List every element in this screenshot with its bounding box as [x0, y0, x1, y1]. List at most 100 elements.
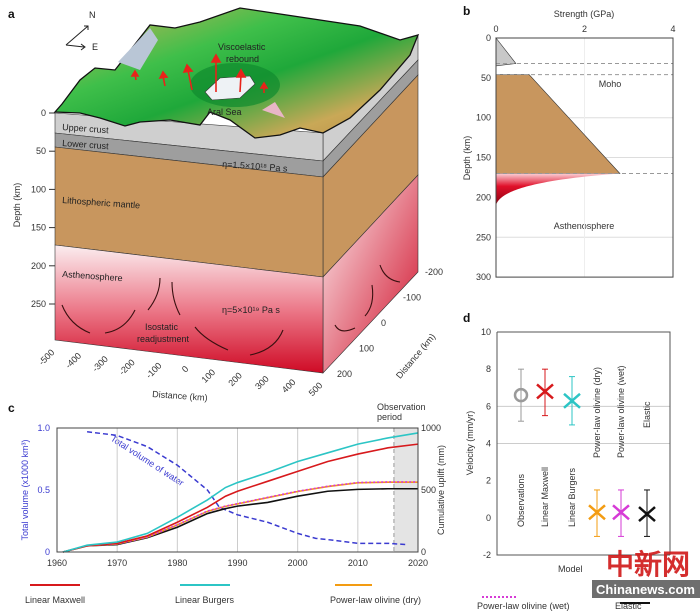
b-moho-label: Moho [599, 79, 622, 89]
b-y-tick-label: 200 [476, 192, 491, 202]
panel-c: c Observation period Total volume (x1000… [8, 401, 446, 568]
b-plot-frame [495, 37, 674, 278]
uplift-line-linear-maxwell [62, 443, 419, 553]
compass-north: N [89, 10, 96, 20]
panel-a: a N E Viscoelastic rebound Aral Sea [8, 7, 443, 403]
panel-label-a: a [8, 7, 15, 21]
distance-x-tick-label: -200 [117, 357, 137, 377]
depth-axis-label-a: Depth (km) [12, 183, 22, 228]
label-readjust-1: Isostatic [145, 322, 179, 332]
distance-x-tick-label: 500 [307, 380, 325, 398]
b-ylabel: Depth (km) [462, 136, 472, 181]
legend-label: Power-law olivine (dry) [330, 595, 421, 605]
c-y-right-tick-label: 1000 [421, 423, 441, 433]
compass-east: E [92, 42, 98, 52]
distance-x-tick-label: -500 [37, 347, 57, 367]
uplift-arrows [130, 53, 269, 93]
b-xlabel: Strength (GPa) [554, 9, 615, 19]
depth-tick-label: 100 [31, 184, 46, 194]
legend-label: Elastic [615, 601, 642, 611]
distance-y-tick-label: 100 [359, 344, 374, 354]
distance-y-tick-label: -200 [425, 267, 443, 277]
watermark-site: Chinanews.com [596, 582, 695, 597]
depth-tick-label: 150 [31, 223, 46, 233]
marker-power-law-olivine-wet- [612, 504, 630, 521]
d-y-tick-label: 0 [486, 513, 491, 523]
depth-tick-label: 0 [41, 108, 46, 118]
distance-x-tick-label: 300 [253, 374, 271, 392]
marker-linear-burgers [563, 392, 581, 409]
d-y-tick-label: 4 [486, 439, 491, 449]
watermark-chinese: 中新网 [606, 548, 690, 581]
panel-b: b Strength (GPa) Depth (km) Moho Astheno… [462, 4, 676, 282]
b-y-tick-label: 250 [476, 232, 491, 242]
asthenosphere-layer [54, 244, 324, 374]
watermark: 中新网 Chinanews.com [592, 548, 700, 598]
b-y-tick-label: 100 [476, 113, 491, 123]
label-readjust-2: readjustment [137, 334, 190, 344]
label-asthenosphere-viscosity: η=5×10¹⁹ Pa s [222, 305, 280, 315]
depth-axis-a: 0 50 100 150 200 250 [31, 108, 55, 309]
marker-linear-maxwell [536, 383, 554, 400]
c-x-tick-label: 1990 [227, 558, 247, 568]
label-rebound-2: rebound [226, 54, 259, 64]
distance-y-tick-label: 200 [337, 369, 352, 379]
compass-icon [65, 25, 89, 51]
d-xlabel: Model [558, 564, 583, 574]
aral-sea-water [204, 75, 256, 101]
category-label: Observations [516, 473, 526, 527]
d-y-tick-label: 2 [486, 476, 491, 486]
distance-x-tick-label: -100 [144, 361, 164, 381]
panel-label-c: c [8, 401, 15, 415]
panel-label-d: d [463, 311, 470, 325]
flow-arrows [61, 264, 401, 356]
label-upper-crust: Upper crust [62, 122, 110, 135]
label-crust-viscosity: η=1.5×10¹⁸ Pa s [222, 159, 288, 174]
c-ylabel-right: Cumulative uplift (mm) [436, 445, 446, 535]
mountain-peak [262, 102, 285, 118]
d-y-tick-label: 10 [481, 327, 491, 337]
c-plot-frame [56, 427, 419, 553]
distance-x-tick-label: -300 [90, 354, 110, 374]
c-y-right-tick-label: 0 [421, 547, 426, 557]
b-y-tick-label: 0 [486, 33, 491, 43]
watermark-band [592, 580, 700, 598]
marker-observations [513, 387, 529, 403]
depth-tick-label: 50 [36, 146, 46, 156]
distance-x-label-a: Distance (km) [152, 389, 208, 403]
depth-tick-label: 250 [31, 299, 46, 309]
obs-period-label-1: Observation [377, 402, 426, 412]
c-x-tick-label: 1960 [47, 558, 67, 568]
distance-x-tick-label: 100 [200, 367, 218, 385]
water-volume-line [86, 430, 407, 546]
b-mantle-strength [495, 74, 621, 174]
b-x-tick-label: 0 [493, 24, 498, 34]
distance-x-tick-label: 0 [180, 364, 191, 375]
d-plot-frame [496, 331, 671, 556]
b-y-tick-label: 50 [481, 73, 491, 83]
c-x-tick-label: 2020 [408, 558, 428, 568]
panel-label-b: b [463, 4, 470, 18]
distance-x-tick-label: 400 [280, 377, 298, 395]
panel-d: d Velocity (mm/yr) Model -2 0 2 4 6 8 10 Observ… [463, 311, 671, 574]
d-y-tick-label: 6 [486, 401, 491, 411]
legend-label: Linear Burgers [175, 595, 235, 605]
distance-x-tick-label: -400 [63, 351, 83, 371]
lake-patch [118, 28, 158, 70]
c-y-left-tick-label: 0.5 [37, 485, 50, 495]
b-y-tick-label: 150 [476, 153, 491, 163]
c-x-tick-label: 2000 [288, 558, 308, 568]
b-asthenosphere-strength [496, 173, 620, 206]
d-ylabel: Velocity (mm/yr) [465, 411, 475, 476]
distance-x-tick-label: 200 [226, 370, 244, 388]
b-x-tick-label: 4 [670, 24, 675, 34]
d-y-tick-label: -2 [483, 550, 491, 560]
distance-y-tick-label: 0 [381, 318, 386, 328]
c-x-tick-label: 1970 [107, 558, 127, 568]
marker-elastic [638, 506, 656, 523]
label-lower-crust: Lower crust [62, 138, 110, 151]
c-y-left-tick-label: 1.0 [37, 423, 50, 433]
legend: Linear Maxwell Linear Burgers Power-law ol… [25, 584, 650, 611]
category-label: Power-law olivine (wet) [616, 365, 626, 458]
